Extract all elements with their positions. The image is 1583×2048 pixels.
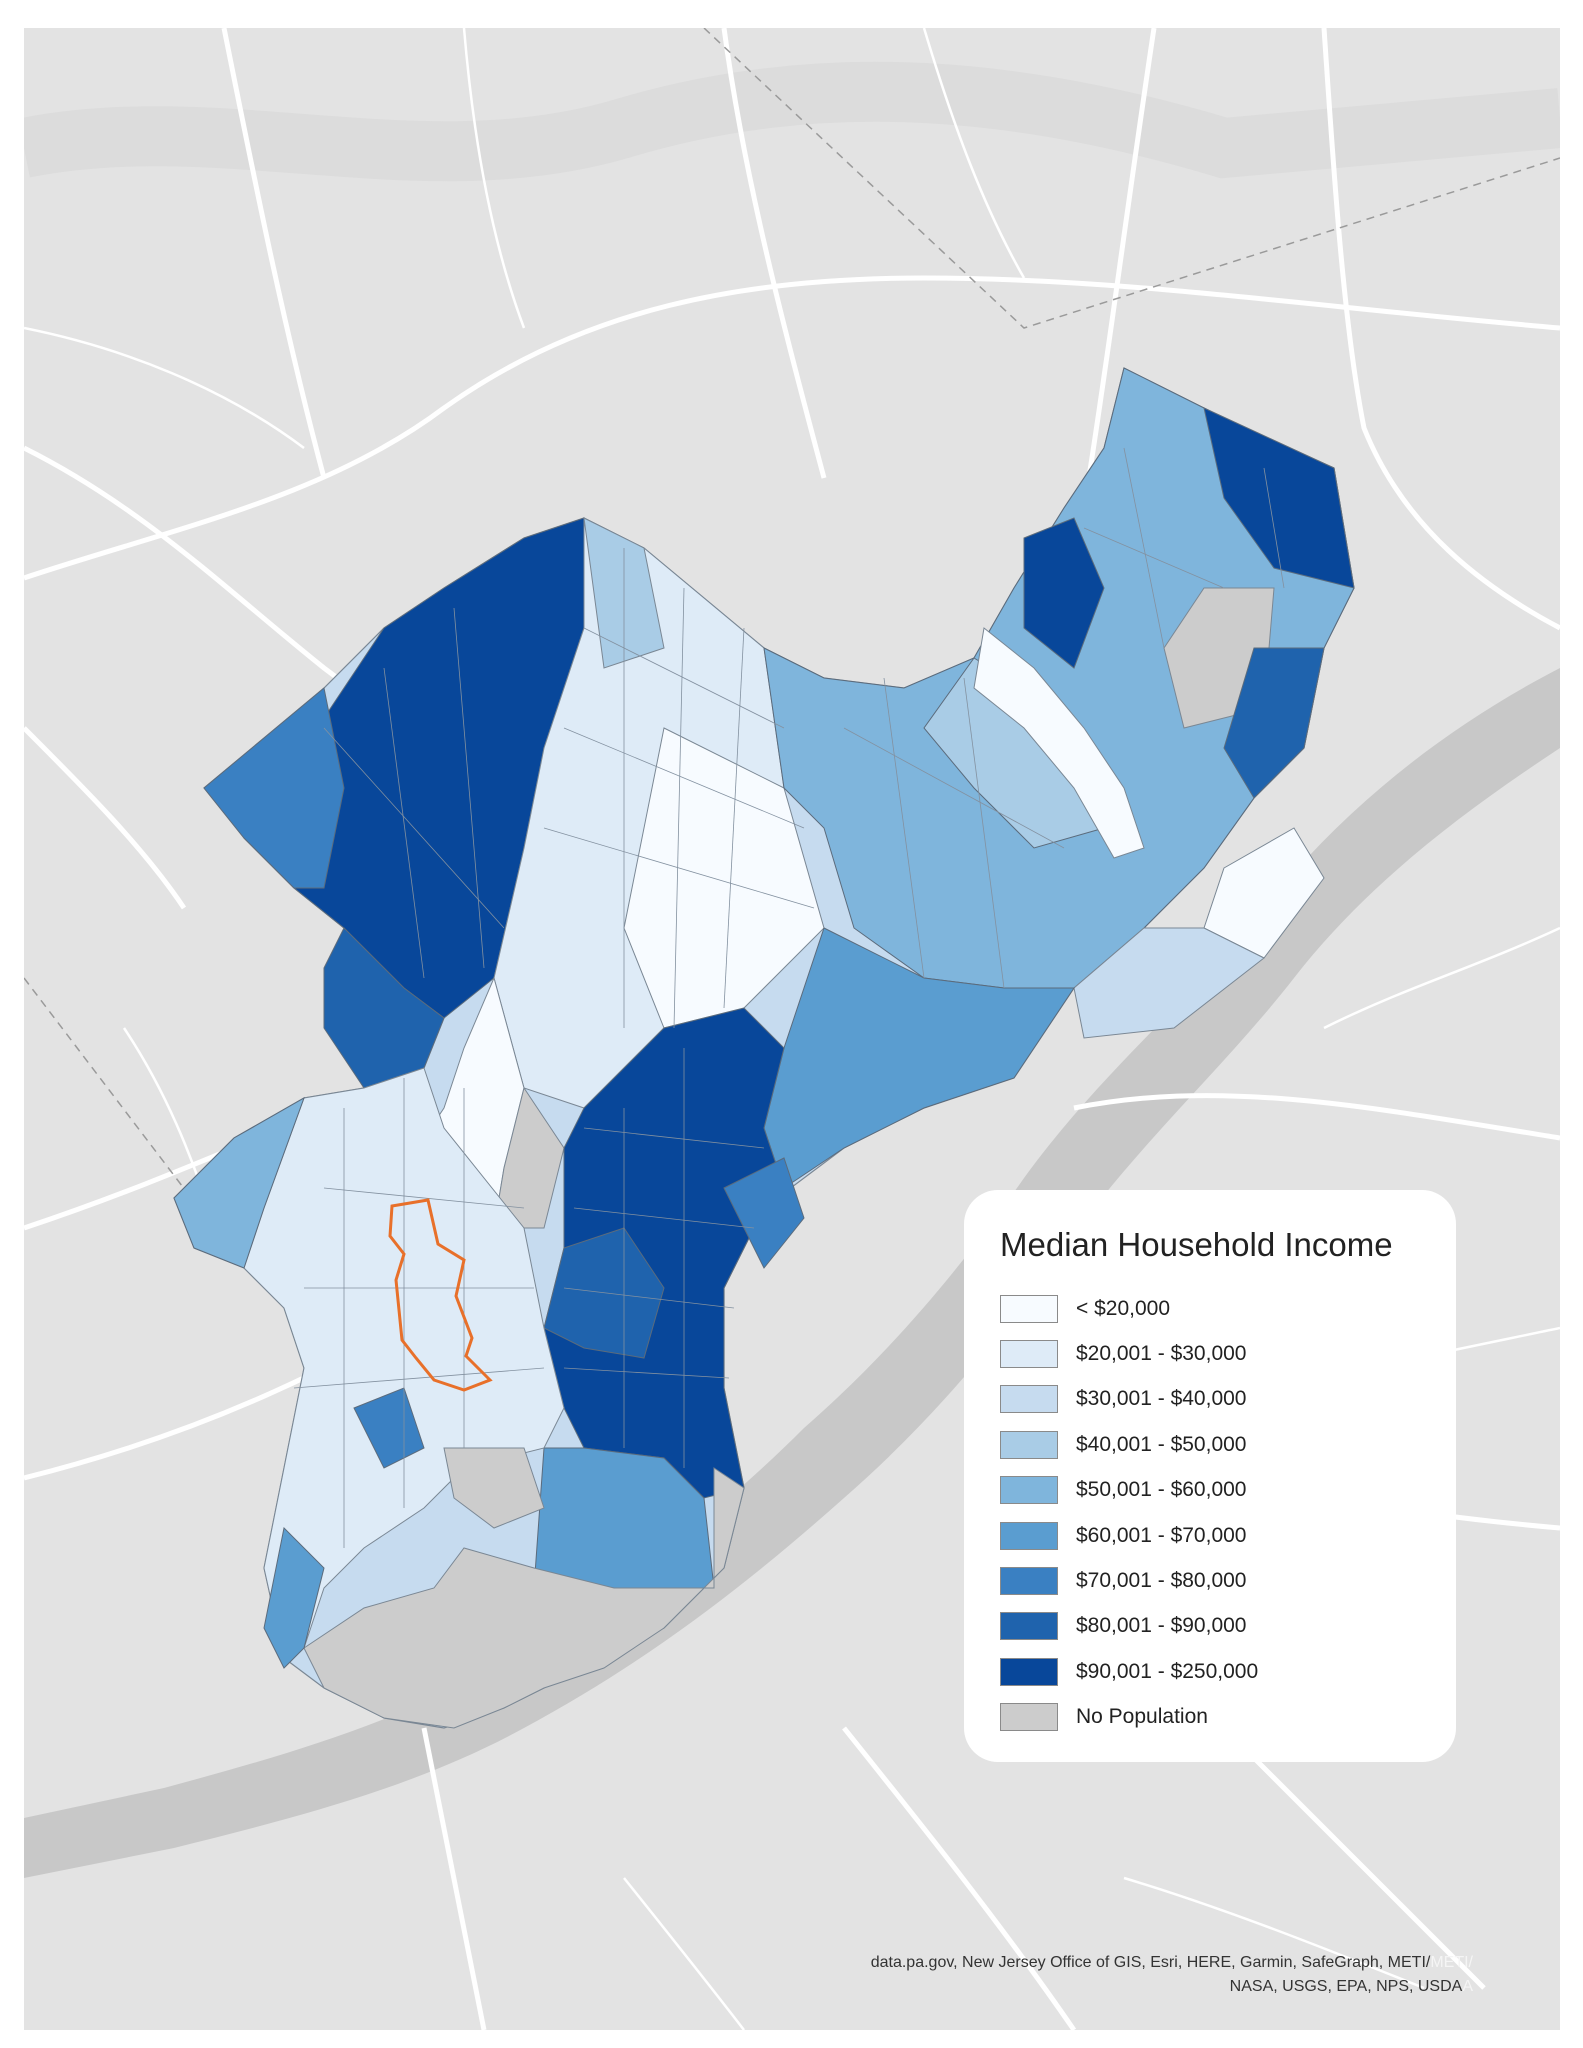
tract-ne-south: [1073, 927, 1265, 1039]
attribution-line-1: data.pa.gov, New Jersey Office of GIS, E…: [871, 1951, 1473, 1975]
legend-label: $70,001 - $80,000: [1076, 1569, 1247, 1593]
legend-title: Median Household Income: [1000, 1226, 1393, 1263]
attribution-ghost-2: A: [1462, 1978, 1473, 1995]
legend-swatch: [1000, 1703, 1058, 1732]
legend-item: No Population: [1000, 1695, 1420, 1740]
tract-sw-edge: [263, 1526, 325, 1669]
legend-item: $90,001 - $250,000: [1000, 1649, 1420, 1694]
attribution-line-2: NASA, USGS, EPA, NPS, USDAA: [871, 1975, 1473, 1999]
legend-swatch: [1000, 1521, 1058, 1550]
legend-swatch: [1000, 1430, 1058, 1459]
legend-label: $30,001 - $40,000: [1076, 1387, 1247, 1411]
legend-item: $30,001 - $40,000: [1000, 1377, 1420, 1422]
attribution-ghost-1: METI/: [1430, 1954, 1473, 1971]
state-boundary: [703, 28, 1560, 329]
attribution-text-2: NASA, USGS, EPA, NPS, USDA: [1229, 1978, 1463, 1995]
attribution-text-1: data.pa.gov, New Jersey Office of GIS, E…: [870, 1954, 1431, 1971]
legend-swatch: [1000, 1340, 1058, 1369]
legend-label: $50,001 - $60,000: [1076, 1478, 1247, 1502]
tract-ne-east: [1223, 647, 1325, 799]
tract-west-mid: [353, 1387, 425, 1469]
legend-label: < $20,000: [1076, 1296, 1171, 1320]
tract-ne-top: [1203, 407, 1355, 589]
tract-boundaries: [293, 447, 1285, 1548]
legend-item: $40,001 - $50,000: [1000, 1422, 1420, 1467]
legend-item: $50,001 - $60,000: [1000, 1468, 1420, 1513]
pennypack-creek: [973, 627, 1145, 859]
legend-item: $80,001 - $90,000: [1000, 1604, 1420, 1649]
legend-item: $70,001 - $80,000: [1000, 1558, 1420, 1603]
legend-label: $80,001 - $90,000: [1076, 1614, 1247, 1638]
map-frame: [24, 28, 1560, 2030]
legend-swatch: [1000, 1567, 1058, 1596]
legend-swatch: [1000, 1612, 1058, 1641]
tract-ne-riverfront: [1203, 827, 1325, 959]
legend-swatch: [1000, 1385, 1058, 1414]
tract-sw-nopop: [443, 1447, 545, 1529]
basemap-texture: [24, 61, 1560, 182]
legend-item: < $20,000: [1000, 1286, 1420, 1331]
map-canvas: [24, 28, 1560, 2030]
highlight-outline: [388, 1198, 493, 1392]
attribution: data.pa.gov, New Jersey Office of GIS, E…: [871, 1951, 1473, 1999]
tract-center-north: [723, 1157, 805, 1269]
legend-rows: < $20,000 $20,001 - $30,000 $30,001 - $40,…: [1000, 1286, 1420, 1740]
tract-nw-edge: [203, 687, 345, 889]
delaware-river: [24, 668, 1560, 1878]
legend-label: $90,001 - $250,000: [1076, 1659, 1259, 1683]
legend-item: $60,001 - $70,000: [1000, 1513, 1420, 1558]
legend-item: $20,001 - $30,000: [1000, 1331, 1420, 1376]
county-boundary: [24, 977, 215, 1229]
legend-label: No Population: [1076, 1705, 1208, 1729]
tract-ne-mid: [1023, 517, 1105, 669]
tract-port-nopop: [303, 1467, 745, 1729]
legend-label: $40,001 - $50,000: [1076, 1432, 1247, 1456]
legend-label: $20,001 - $30,000: [1076, 1342, 1247, 1366]
legend-swatch: [1000, 1294, 1058, 1323]
legend-swatch: [1000, 1657, 1058, 1686]
tract-overbrook: [173, 1096, 305, 1269]
legend: Median Household Income < $20,000 $20,001…: [964, 1190, 1456, 1762]
legend-swatch: [1000, 1476, 1058, 1505]
legend-label: $60,001 - $70,000: [1076, 1523, 1247, 1547]
